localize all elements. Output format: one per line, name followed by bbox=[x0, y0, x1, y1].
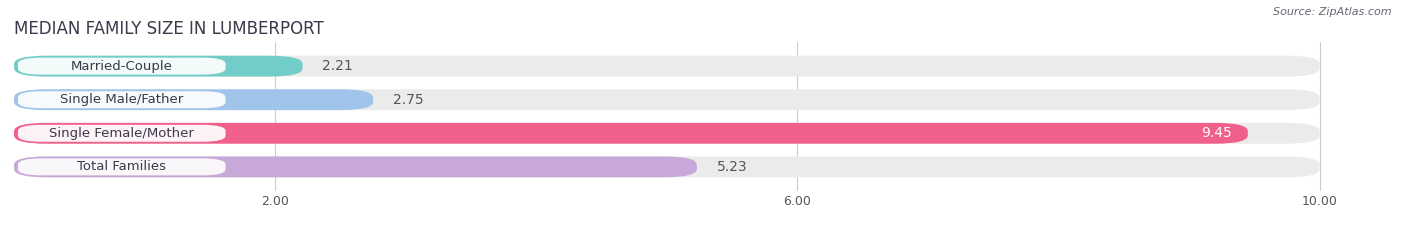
Text: Single Male/Father: Single Male/Father bbox=[60, 93, 183, 106]
Text: MEDIAN FAMILY SIZE IN LUMBERPORT: MEDIAN FAMILY SIZE IN LUMBERPORT bbox=[14, 20, 323, 38]
Text: Single Female/Mother: Single Female/Mother bbox=[49, 127, 194, 140]
Text: 9.45: 9.45 bbox=[1201, 126, 1232, 140]
Text: 5.23: 5.23 bbox=[717, 160, 747, 174]
FancyBboxPatch shape bbox=[14, 89, 1320, 110]
FancyBboxPatch shape bbox=[18, 158, 225, 175]
FancyBboxPatch shape bbox=[14, 56, 302, 76]
FancyBboxPatch shape bbox=[14, 123, 1320, 144]
FancyBboxPatch shape bbox=[14, 89, 373, 110]
FancyBboxPatch shape bbox=[14, 56, 1320, 76]
FancyBboxPatch shape bbox=[14, 157, 697, 177]
FancyBboxPatch shape bbox=[18, 125, 225, 142]
FancyBboxPatch shape bbox=[14, 123, 1249, 144]
Text: 2.21: 2.21 bbox=[322, 59, 353, 73]
FancyBboxPatch shape bbox=[18, 91, 225, 108]
Text: 2.75: 2.75 bbox=[392, 93, 423, 107]
FancyBboxPatch shape bbox=[18, 58, 225, 75]
Text: Total Families: Total Families bbox=[77, 160, 166, 173]
Text: Source: ZipAtlas.com: Source: ZipAtlas.com bbox=[1274, 7, 1392, 17]
Text: Married-Couple: Married-Couple bbox=[70, 60, 173, 73]
FancyBboxPatch shape bbox=[14, 157, 1320, 177]
